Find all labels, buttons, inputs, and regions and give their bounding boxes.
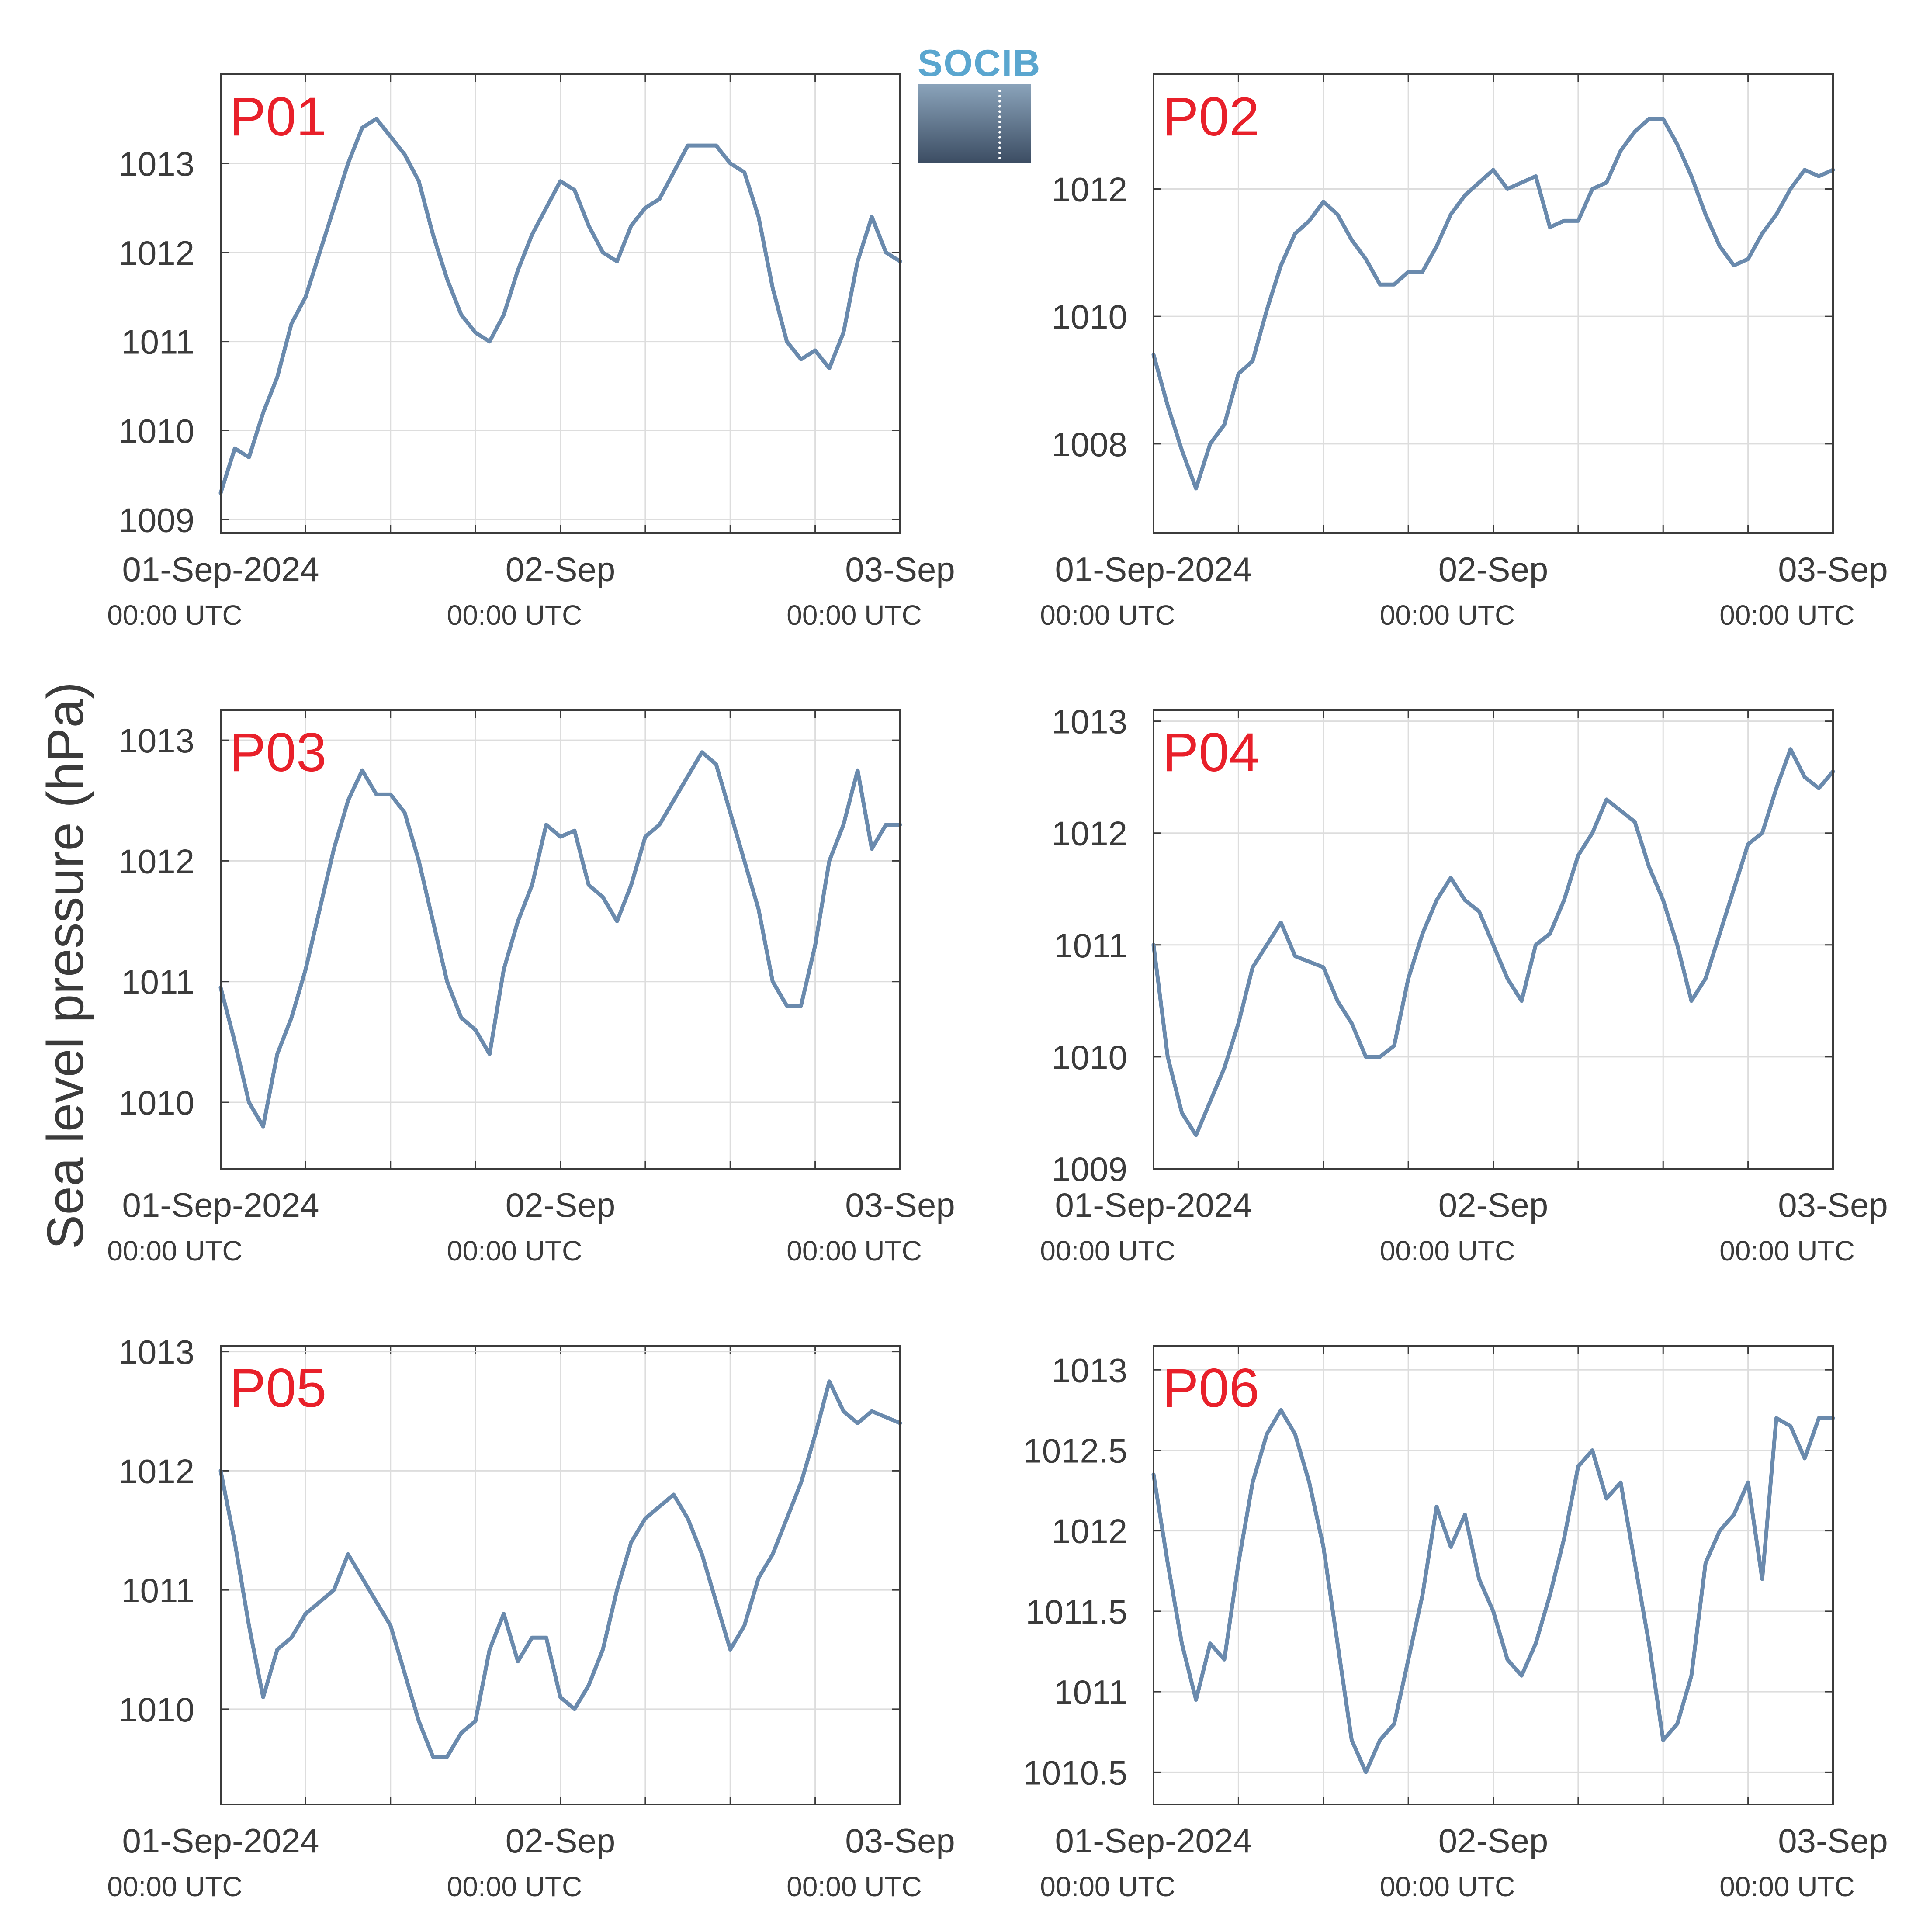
chart-panel-p04: 1009 1010 1011 1012 1013 01-Sep-2024 00:00 UTC… — [1040, 703, 1888, 1267]
axes-frame — [220, 709, 901, 1170]
logo-dots — [998, 90, 1005, 159]
y-tick-label: 1010 — [118, 412, 194, 450]
x-tick-label: 02-Sep — [1438, 1186, 1549, 1224]
x-tick-label: 03-Sep — [1778, 550, 1888, 589]
pressure-line — [1151, 117, 1835, 491]
y-tick-label: 1013 — [118, 1333, 194, 1371]
x-tick-label: 01-Sep-2024 — [1055, 550, 1252, 589]
logo-text: SOCIB — [918, 42, 1041, 84]
chart-panel-p05: 1010 1011 1012 1013 01-Sep-2024 00:00 UTC 02-S… — [107, 1333, 955, 1902]
x-tick-sublabel: 00:00 UTC — [107, 599, 242, 631]
y-tick-label: 1010 — [1051, 1038, 1127, 1077]
x-tick-label: 01-Sep-2024 — [1055, 1186, 1252, 1224]
x-tick-sublabel: 00:00 UTC — [1380, 599, 1515, 631]
panel-label: P05 — [229, 1358, 326, 1419]
panel-label: P06 — [1162, 1358, 1259, 1419]
x-tick-sublabel: 00:00 UTC — [786, 1235, 922, 1267]
socib-logo: SOCIB — [918, 42, 1041, 163]
y-tick-label: 1011 — [1054, 1673, 1127, 1711]
y-tick-label: 1011 — [121, 323, 194, 361]
y-tick-label: 1013 — [118, 145, 194, 183]
x-tick-label: 01-Sep-2024 — [122, 550, 319, 589]
pressure-line — [218, 1379, 902, 1759]
y-tick-label: 1012 — [118, 234, 194, 272]
panel-label: P04 — [1162, 722, 1259, 783]
pressure-line — [218, 117, 902, 495]
y-tick-label: 1013 — [118, 721, 194, 760]
chart-panel-p03: 1010 1011 1012 1013 01-Sep-2024 00:00 UTC 02-S… — [107, 709, 955, 1267]
x-tick-sublabel: 00:00 UTC — [1040, 599, 1175, 631]
y-tick-label: 1012 — [1051, 814, 1127, 853]
x-tick-label: 03-Sep — [845, 1186, 955, 1224]
y-tick-label: 1013 — [1051, 703, 1127, 741]
panel-label: P01 — [229, 87, 326, 147]
x-tick-label: 03-Sep — [1778, 1821, 1888, 1860]
y-tick-label: 1012 — [118, 1452, 194, 1490]
y-tick-label: 1012 — [118, 842, 194, 880]
y-tick-label: 1012 — [1051, 170, 1127, 209]
x-tick-label: 01-Sep-2024 — [1055, 1821, 1252, 1860]
x-tick-sublabel: 00:00 UTC — [1380, 1235, 1515, 1267]
y-tick-label: 1012 — [1051, 1512, 1127, 1551]
y-tick-label: 1011 — [1054, 926, 1127, 965]
x-tick-label: 03-Sep — [1778, 1186, 1888, 1224]
chart-panel-p02: 1008 1010 1012 01-Sep-2024 00:00 UTC 02-Sep 00… — [1040, 73, 1888, 631]
axes-frame — [220, 1345, 901, 1805]
x-tick-label: 03-Sep — [845, 550, 955, 589]
y-tick-label: 1011 — [121, 1571, 194, 1610]
x-tick-label: 01-Sep-2024 — [122, 1186, 319, 1224]
axes-frame — [1153, 73, 1834, 534]
axes-frame — [1153, 709, 1834, 1170]
y-tick-label: 1010 — [118, 1084, 194, 1122]
x-tick-sublabel: 00:00 UTC — [1719, 1235, 1854, 1267]
y-tick-label: 1012.5 — [1023, 1431, 1127, 1470]
axes-frame — [220, 73, 901, 534]
logo-graphic — [918, 84, 1031, 163]
y-tick-label: 1010 — [118, 1690, 194, 1729]
panel-label: P02 — [1162, 87, 1259, 147]
pressure-line — [1151, 747, 1835, 1137]
x-tick-sublabel: 00:00 UTC — [1719, 1871, 1854, 1902]
y-tick-label: 1010.5 — [1023, 1753, 1127, 1792]
chart-panel-p01: 1009 1010 1011 1012 1013 01-Sep-2024 00:00 UTC… — [107, 73, 955, 631]
x-tick-sublabel: 00:00 UTC — [786, 1871, 922, 1902]
x-tick-sublabel: 00:00 UTC — [447, 599, 582, 631]
x-tick-sublabel: 00:00 UTC — [1380, 1871, 1515, 1902]
pressure-line — [1151, 1408, 1835, 1774]
x-tick-sublabel: 00:00 UTC — [107, 1235, 242, 1267]
x-tick-label: 02-Sep — [506, 550, 616, 589]
x-tick-label: 03-Sep — [845, 1821, 955, 1860]
y-tick-label: 1011 — [121, 963, 194, 1001]
x-tick-sublabel: 00:00 UTC — [107, 1871, 242, 1902]
axes-frame — [1153, 1345, 1834, 1805]
x-tick-sublabel: 00:00 UTC — [447, 1235, 582, 1267]
x-tick-label: 02-Sep — [1438, 550, 1549, 589]
y-tick-label: 1009 — [1051, 1150, 1127, 1188]
x-tick-label: 02-Sep — [506, 1186, 616, 1224]
y-tick-label: 1011.5 — [1026, 1593, 1127, 1631]
x-tick-label: 01-Sep-2024 — [122, 1821, 319, 1860]
x-tick-sublabel: 00:00 UTC — [1040, 1235, 1175, 1267]
y-tick-label: 1008 — [1051, 425, 1127, 464]
x-tick-sublabel: 00:00 UTC — [447, 1871, 582, 1902]
y-tick-label: 1010 — [1051, 298, 1127, 336]
x-tick-label: 02-Sep — [1438, 1821, 1549, 1860]
panel-label: P03 — [229, 722, 326, 783]
y-tick-label: 1009 — [118, 501, 194, 539]
x-tick-sublabel: 00:00 UTC — [786, 599, 922, 631]
x-tick-label: 02-Sep — [506, 1821, 616, 1860]
x-tick-sublabel: 00:00 UTC — [1719, 599, 1854, 631]
chart-panel-p06: 1010.5 1011 1011.5 1012 1012.5 1013 01-Sep-202… — [1023, 1345, 1888, 1902]
y-tick-label: 1013 — [1051, 1351, 1127, 1389]
pressure-line — [218, 750, 902, 1129]
x-tick-sublabel: 00:00 UTC — [1040, 1871, 1175, 1902]
